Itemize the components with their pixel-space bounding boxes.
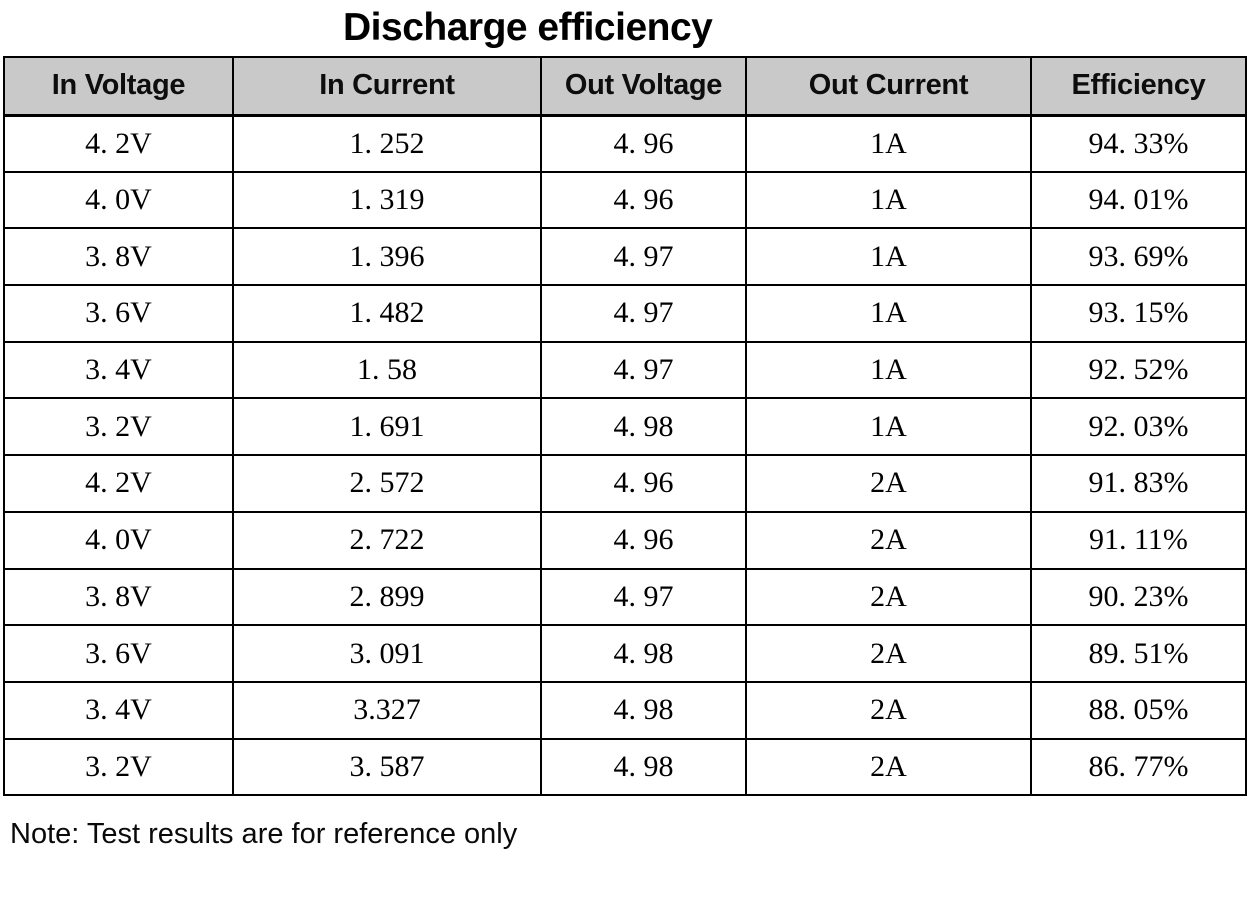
- cell-efficiency: 91. 11%: [1030, 510, 1247, 570]
- cell-in-voltage: 4. 2V: [3, 454, 234, 513]
- discharge-efficiency-table: In Voltage In Current Out Voltage Out Cu…: [3, 56, 1247, 797]
- cell-efficiency: 91. 83%: [1030, 454, 1247, 513]
- cell-in-voltage: 3. 4V: [3, 680, 234, 740]
- cell-efficiency: 92. 52%: [1030, 340, 1247, 400]
- table-row: 4. 2V 2. 572 4. 96 2A 91. 83%: [3, 454, 1247, 513]
- cell-out-current: 2A: [745, 454, 1032, 513]
- header-in-current: In Current: [232, 56, 542, 117]
- cell-in-voltage: 3. 2V: [3, 397, 234, 457]
- cell-in-voltage: 3. 6V: [3, 284, 234, 343]
- cell-efficiency: 94. 01%: [1030, 170, 1247, 230]
- cell-in-voltage: 3. 2V: [3, 737, 234, 797]
- table-row: 3. 8V 1. 396 4. 97 1A 93. 69%: [3, 227, 1247, 287]
- cell-in-current: 1. 396: [232, 227, 542, 287]
- cell-out-current: 2A: [745, 680, 1032, 740]
- cell-efficiency: 90. 23%: [1030, 567, 1247, 627]
- cell-in-voltage: 4. 0V: [3, 170, 234, 230]
- page-title: Discharge efficiency: [343, 6, 713, 49]
- header-row: In Voltage In Current Out Voltage Out Cu…: [3, 56, 1247, 117]
- cell-in-current: 1. 252: [232, 114, 542, 173]
- cell-in-current: 3.327: [232, 680, 542, 740]
- cell-out-voltage: 4. 98: [540, 397, 747, 457]
- cell-out-current: 2A: [745, 567, 1032, 627]
- table-row: 4. 2V 1. 252 4. 96 1A 94. 33%: [3, 114, 1247, 173]
- cell-out-current: 2A: [745, 624, 1032, 683]
- cell-out-voltage: 4. 97: [540, 227, 747, 287]
- cell-out-voltage: 4. 96: [540, 114, 747, 173]
- cell-in-voltage: 3. 6V: [3, 624, 234, 683]
- cell-out-current: 1A: [745, 340, 1032, 400]
- cell-in-current: 2. 572: [232, 454, 542, 513]
- table-row: 4. 0V 2. 722 4. 96 2A 91. 11%: [3, 510, 1247, 570]
- cell-in-voltage: 3. 8V: [3, 567, 234, 627]
- cell-efficiency: 89. 51%: [1030, 624, 1247, 683]
- cell-efficiency: 86. 77%: [1030, 737, 1247, 797]
- cell-out-voltage: 4. 98: [540, 624, 747, 683]
- cell-out-voltage: 4. 96: [540, 454, 747, 513]
- cell-efficiency: 93. 69%: [1030, 227, 1247, 287]
- cell-out-voltage: 4. 97: [540, 567, 747, 627]
- cell-in-current: 3. 587: [232, 737, 542, 797]
- cell-out-current: 2A: [745, 737, 1032, 797]
- cell-in-current: 2. 722: [232, 510, 542, 570]
- cell-out-voltage: 4. 96: [540, 510, 747, 570]
- table-row: 4. 0V 1. 319 4. 96 1A 94. 01%: [3, 170, 1247, 230]
- cell-out-voltage: 4. 98: [540, 680, 747, 740]
- cell-efficiency: 93. 15%: [1030, 284, 1247, 343]
- page: Discharge efficiency In Voltage In Curre…: [3, 6, 1247, 851]
- note-text: Note: Test results are for reference onl…: [10, 818, 518, 851]
- table-row: 3. 6V 1. 482 4. 97 1A 93. 15%: [3, 284, 1247, 343]
- cell-out-current: 1A: [745, 114, 1032, 173]
- cell-in-current: 1. 319: [232, 170, 542, 230]
- header-out-current: Out Current: [745, 56, 1032, 117]
- cell-efficiency: 88. 05%: [1030, 680, 1247, 740]
- cell-in-voltage: 4. 2V: [3, 114, 234, 173]
- table-row: 3. 4V 1. 58 4. 97 1A 92. 52%: [3, 340, 1247, 400]
- cell-out-current: 1A: [745, 397, 1032, 457]
- cell-out-voltage: 4. 97: [540, 284, 747, 343]
- table-header: In Voltage In Current Out Voltage Out Cu…: [3, 56, 1247, 117]
- cell-efficiency: 92. 03%: [1030, 397, 1247, 457]
- cell-in-current: 2. 899: [232, 567, 542, 627]
- table-row: 3. 2V 1. 691 4. 98 1A 92. 03%: [3, 397, 1247, 457]
- cell-efficiency: 94. 33%: [1030, 114, 1247, 173]
- header-efficiency: Efficiency: [1030, 56, 1247, 117]
- cell-out-voltage: 4. 98: [540, 737, 747, 797]
- table-row: 3. 8V 2. 899 4. 97 2A 90. 23%: [3, 567, 1247, 627]
- cell-in-voltage: 4. 0V: [3, 510, 234, 570]
- cell-in-current: 1. 482: [232, 284, 542, 343]
- cell-in-current: 1. 58: [232, 340, 542, 400]
- cell-out-current: 1A: [745, 227, 1032, 287]
- cell-out-current: 2A: [745, 510, 1032, 570]
- cell-in-current: 1. 691: [232, 397, 542, 457]
- cell-out-current: 1A: [745, 284, 1032, 343]
- cell-in-current: 3. 091: [232, 624, 542, 683]
- header-in-voltage: In Voltage: [3, 56, 234, 117]
- cell-out-current: 1A: [745, 170, 1032, 230]
- cell-out-voltage: 4. 97: [540, 340, 747, 400]
- cell-in-voltage: 3. 4V: [3, 340, 234, 400]
- table-row: 3. 4V 3.327 4. 98 2A 88. 05%: [3, 680, 1247, 740]
- cell-out-voltage: 4. 96: [540, 170, 747, 230]
- table-row: 3. 6V 3. 091 4. 98 2A 89. 51%: [3, 624, 1247, 683]
- cell-in-voltage: 3. 8V: [3, 227, 234, 287]
- table-body: 4. 2V 1. 252 4. 96 1A 94. 33% 4. 0V 1. 3…: [3, 114, 1247, 797]
- table-row: 3. 2V 3. 587 4. 98 2A 86. 77%: [3, 737, 1247, 797]
- header-out-voltage: Out Voltage: [540, 56, 747, 117]
